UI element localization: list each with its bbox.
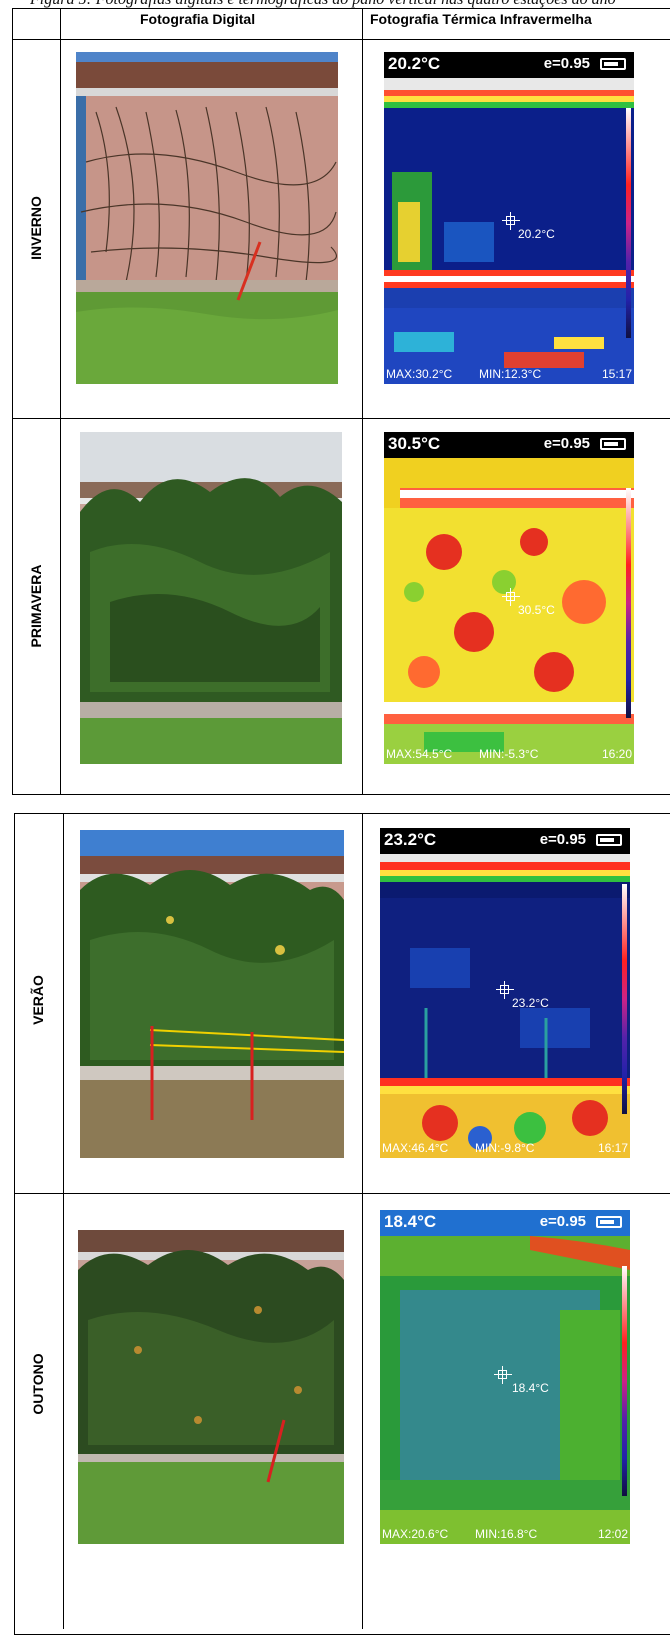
digital-photo-outono [78,1230,344,1544]
thermal-topbar-outono: 18.4°C e=0.95 [380,1210,630,1236]
thermal-photo-inverno: 20.2°C e=0.95 20.2°C MAX:30.2°C MIN:12.3… [384,52,634,384]
thermal-max-inverno: MAX:30.2°C [386,367,453,381]
season-label-verao: VERÃO [30,975,46,1025]
table-top-row-line [12,418,670,419]
thermal-time-verao: 16:17 [597,1141,628,1155]
thermal-temp-inverno: 20.2°C [388,54,441,73]
thermal-emissivity-verao: e=0.95 [539,831,586,848]
crosshair-icon [494,1366,512,1384]
season-label-outono: OUTONO [30,1353,46,1415]
table-bottom-divider-2 [362,813,363,1629]
header-thermal: Fotografia Térmica Infravermelha [370,11,592,27]
thermal-max-outono: MAX:20.6°C [382,1527,449,1541]
digital-photo-inverno [76,52,338,384]
header-digital: Fotografia Digital [140,11,256,27]
thermal-photo-primavera: 30.5°C e=0.95 30.5°C MAX:54.5°C MIN:-5.3… [384,432,634,764]
thermal-emissivity-outono: e=0.95 [539,1213,586,1230]
season-label-primavera: PRIMAVERA [28,564,44,648]
thermal-min-verao: MIN:-9.8°C [475,1141,535,1155]
battery-icon [596,834,622,846]
thermal-topbar-verao: 23.2°C e=0.95 [380,828,630,854]
thermal-footer-primavera: MAX:54.5°C MIN:-5.3°C 16:20 [384,744,634,764]
crosshair-icon [502,212,520,230]
thermal-scale-bar-primavera [626,488,631,718]
thermal-max-primavera: MAX:54.5°C [386,747,453,761]
table-top-divider-2 [362,8,363,795]
thermal-min-outono: MIN:16.8°C [475,1527,538,1541]
digital-photo-primavera [80,432,342,764]
digital-photo-verao [80,830,344,1158]
thermal-scale-bar-inverno [626,108,631,338]
thermal-scale-bar-verao [622,884,627,1114]
table-top [12,8,670,795]
battery-icon [600,438,626,450]
thermal-footer-verao: MAX:46.4°C MIN:-9.8°C 16:17 [380,1138,630,1158]
thermal-spot-outono: 18.4°C [512,1381,549,1395]
thermal-temp-verao: 23.2°C [384,830,437,849]
thermal-spot-inverno: 20.2°C [518,227,555,241]
thermal-footer-outono: MAX:20.6°C MIN:16.8°C 12:02 [380,1524,630,1544]
table-top-divider-1 [60,8,61,795]
thermal-temp-primavera: 30.5°C [388,434,441,453]
thermal-time-outono: 12:02 [597,1527,628,1541]
table-bottom-row-line [14,1193,670,1194]
table-bottom-divider-1 [63,813,64,1629]
crosshair-icon [502,588,520,606]
thermal-time-primavera: 16:20 [601,747,632,761]
thermal-topbar-inverno: 20.2°C e=0.95 [384,52,634,78]
crosshair-icon [496,981,514,999]
thermal-topbar-primavera: 30.5°C e=0.95 [384,432,634,458]
battery-icon [596,1216,622,1228]
thermal-footer-inverno: MAX:30.2°C MIN:12.3°C 15:17 [384,364,634,384]
season-label-inverno: INVERNO [28,196,44,260]
thermal-max-verao: MAX:46.4°C [382,1141,449,1155]
thermal-spot-primavera: 30.5°C [518,603,555,617]
thermal-min-primavera: MIN:-5.3°C [479,747,539,761]
thermal-spot-verao: 23.2°C [512,996,549,1010]
table-top-header-line [12,39,670,40]
thermal-photo-verao: 23.2°C e=0.95 23.2°C MAX:46.4°C MIN:-9.8… [380,828,630,1158]
thermal-emissivity-primavera: e=0.95 [543,435,590,452]
battery-icon [600,58,626,70]
thermal-photo-outono: 18.4°C e=0.95 18.4°C MAX:20.6°C MIN:16.8… [380,1210,630,1544]
figure-caption: Figura 5: Fotografias digitais e termogr… [30,0,670,9]
thermal-temp-outono: 18.4°C [384,1212,437,1231]
thermal-min-inverno: MIN:12.3°C [479,367,542,381]
thermal-scale-bar-outono [622,1266,627,1496]
thermal-time-inverno: 15:17 [601,367,632,381]
thermal-emissivity-inverno: e=0.95 [543,55,590,72]
